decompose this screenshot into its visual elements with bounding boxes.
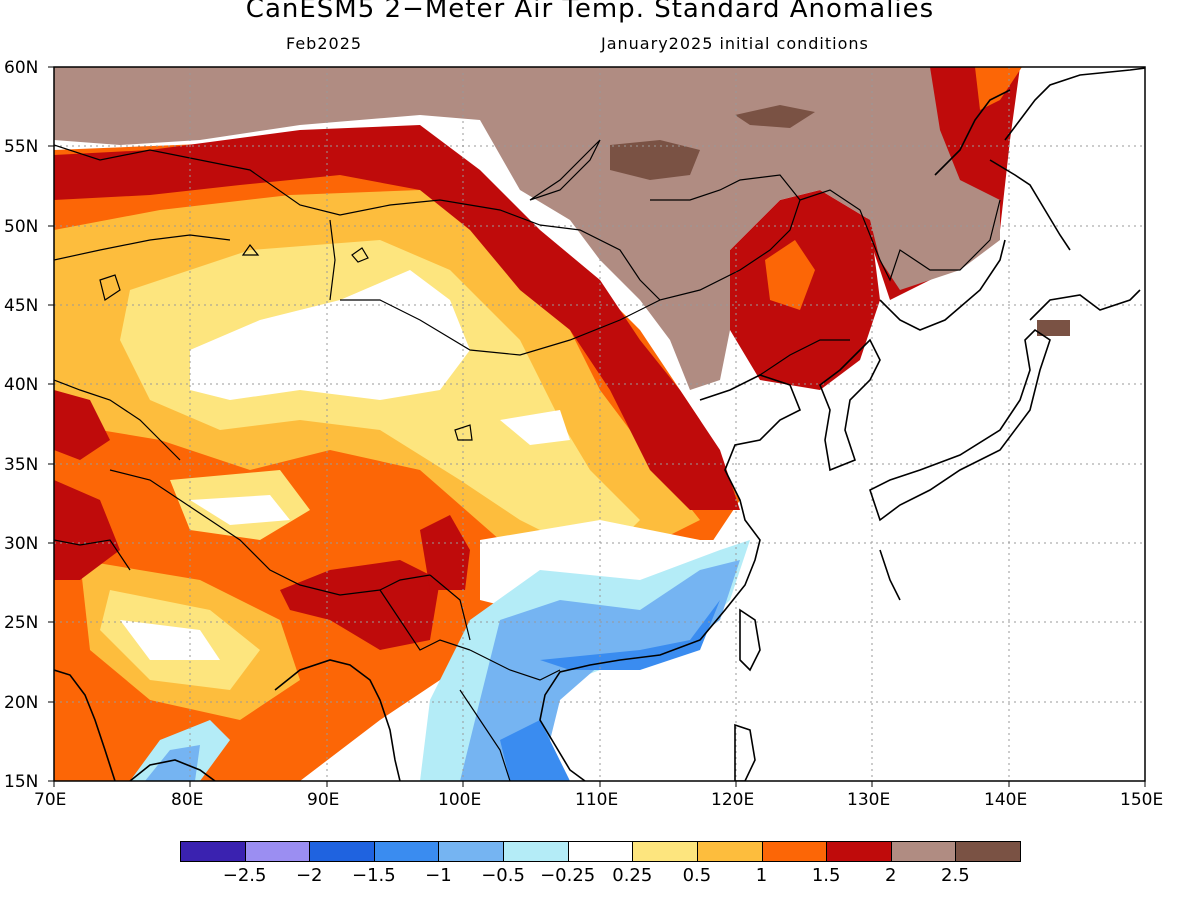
color-scale-swatch (244, 841, 311, 862)
color-scale-label: −1 (425, 865, 452, 886)
anomaly-fill (54, 67, 1145, 781)
color-scale-swatch (373, 841, 440, 862)
lat-label-45n: 45N (4, 296, 39, 316)
color-scale-label: 2.5 (941, 865, 970, 886)
lat-label-25n: 25N (4, 613, 39, 633)
lat-label-20n: 20N (4, 693, 39, 713)
lon-label-140e: 140E (984, 790, 1028, 810)
color-scale-swatch (438, 841, 505, 862)
color-scale-label: −0.5 (481, 865, 525, 886)
axis-ticks (48, 66, 1146, 787)
color-scale-swatch (309, 841, 375, 862)
color-scale-label: 1.5 (811, 865, 841, 886)
lakes (99, 139, 601, 441)
color-scale-label: 0.25 (612, 865, 653, 886)
color-scale-label: −2 (295, 865, 323, 886)
color-scale-swatch (696, 841, 763, 862)
lat-label-40n: 40N (4, 375, 39, 395)
map-title: CanESM5 2−Meter Air Temp. Standard Anoma… (245, 0, 935, 24)
lat-label-35n: 35N (4, 455, 39, 475)
color-scale-swatch (826, 841, 892, 862)
lon-label-130e: 130E (847, 790, 891, 810)
color-scale-swatch (890, 841, 957, 862)
lon-label-90e: 90E (307, 790, 340, 810)
lon-label-100e: 100E (438, 790, 482, 810)
lat-label-15n: 15N (4, 772, 39, 792)
lon-label-150e: 150E (1120, 790, 1164, 810)
color-scale-label: 2 (885, 865, 897, 886)
forecast-month: Feb2025 (286, 34, 363, 53)
color-scale-label: 0.5 (682, 865, 712, 886)
color-scale-swatch (503, 841, 569, 862)
color-scale-label: −2.5 (222, 865, 267, 886)
lat-label-50n: 50N (4, 217, 39, 237)
political-borders (54, 144, 1001, 781)
lat-label-30n: 30N (4, 534, 39, 554)
coastlines (54, 67, 1145, 781)
lon-label-120e: 120E (711, 790, 755, 810)
color-scale-label: 1 (755, 865, 768, 886)
color-scale-swatch (955, 841, 1021, 862)
color-scale-swatch (567, 841, 634, 862)
color-scale-swatch (761, 841, 828, 862)
lon-label-110e: 110E (575, 790, 619, 810)
lat-label-60n: 60N (4, 58, 39, 78)
lat-label-55n: 55N (4, 137, 39, 157)
color-scale-swatch (632, 841, 698, 862)
color-scale-label: −0.25 (540, 865, 596, 886)
color-scale-label: −1.5 (351, 865, 396, 886)
lon-label-70e: 70E (34, 790, 67, 810)
initial-conditions: January2025 initial conditions (601, 34, 869, 53)
color-scale-swatch (180, 841, 246, 862)
graticule (54, 67, 1145, 781)
lon-label-80e: 80E (171, 790, 204, 810)
